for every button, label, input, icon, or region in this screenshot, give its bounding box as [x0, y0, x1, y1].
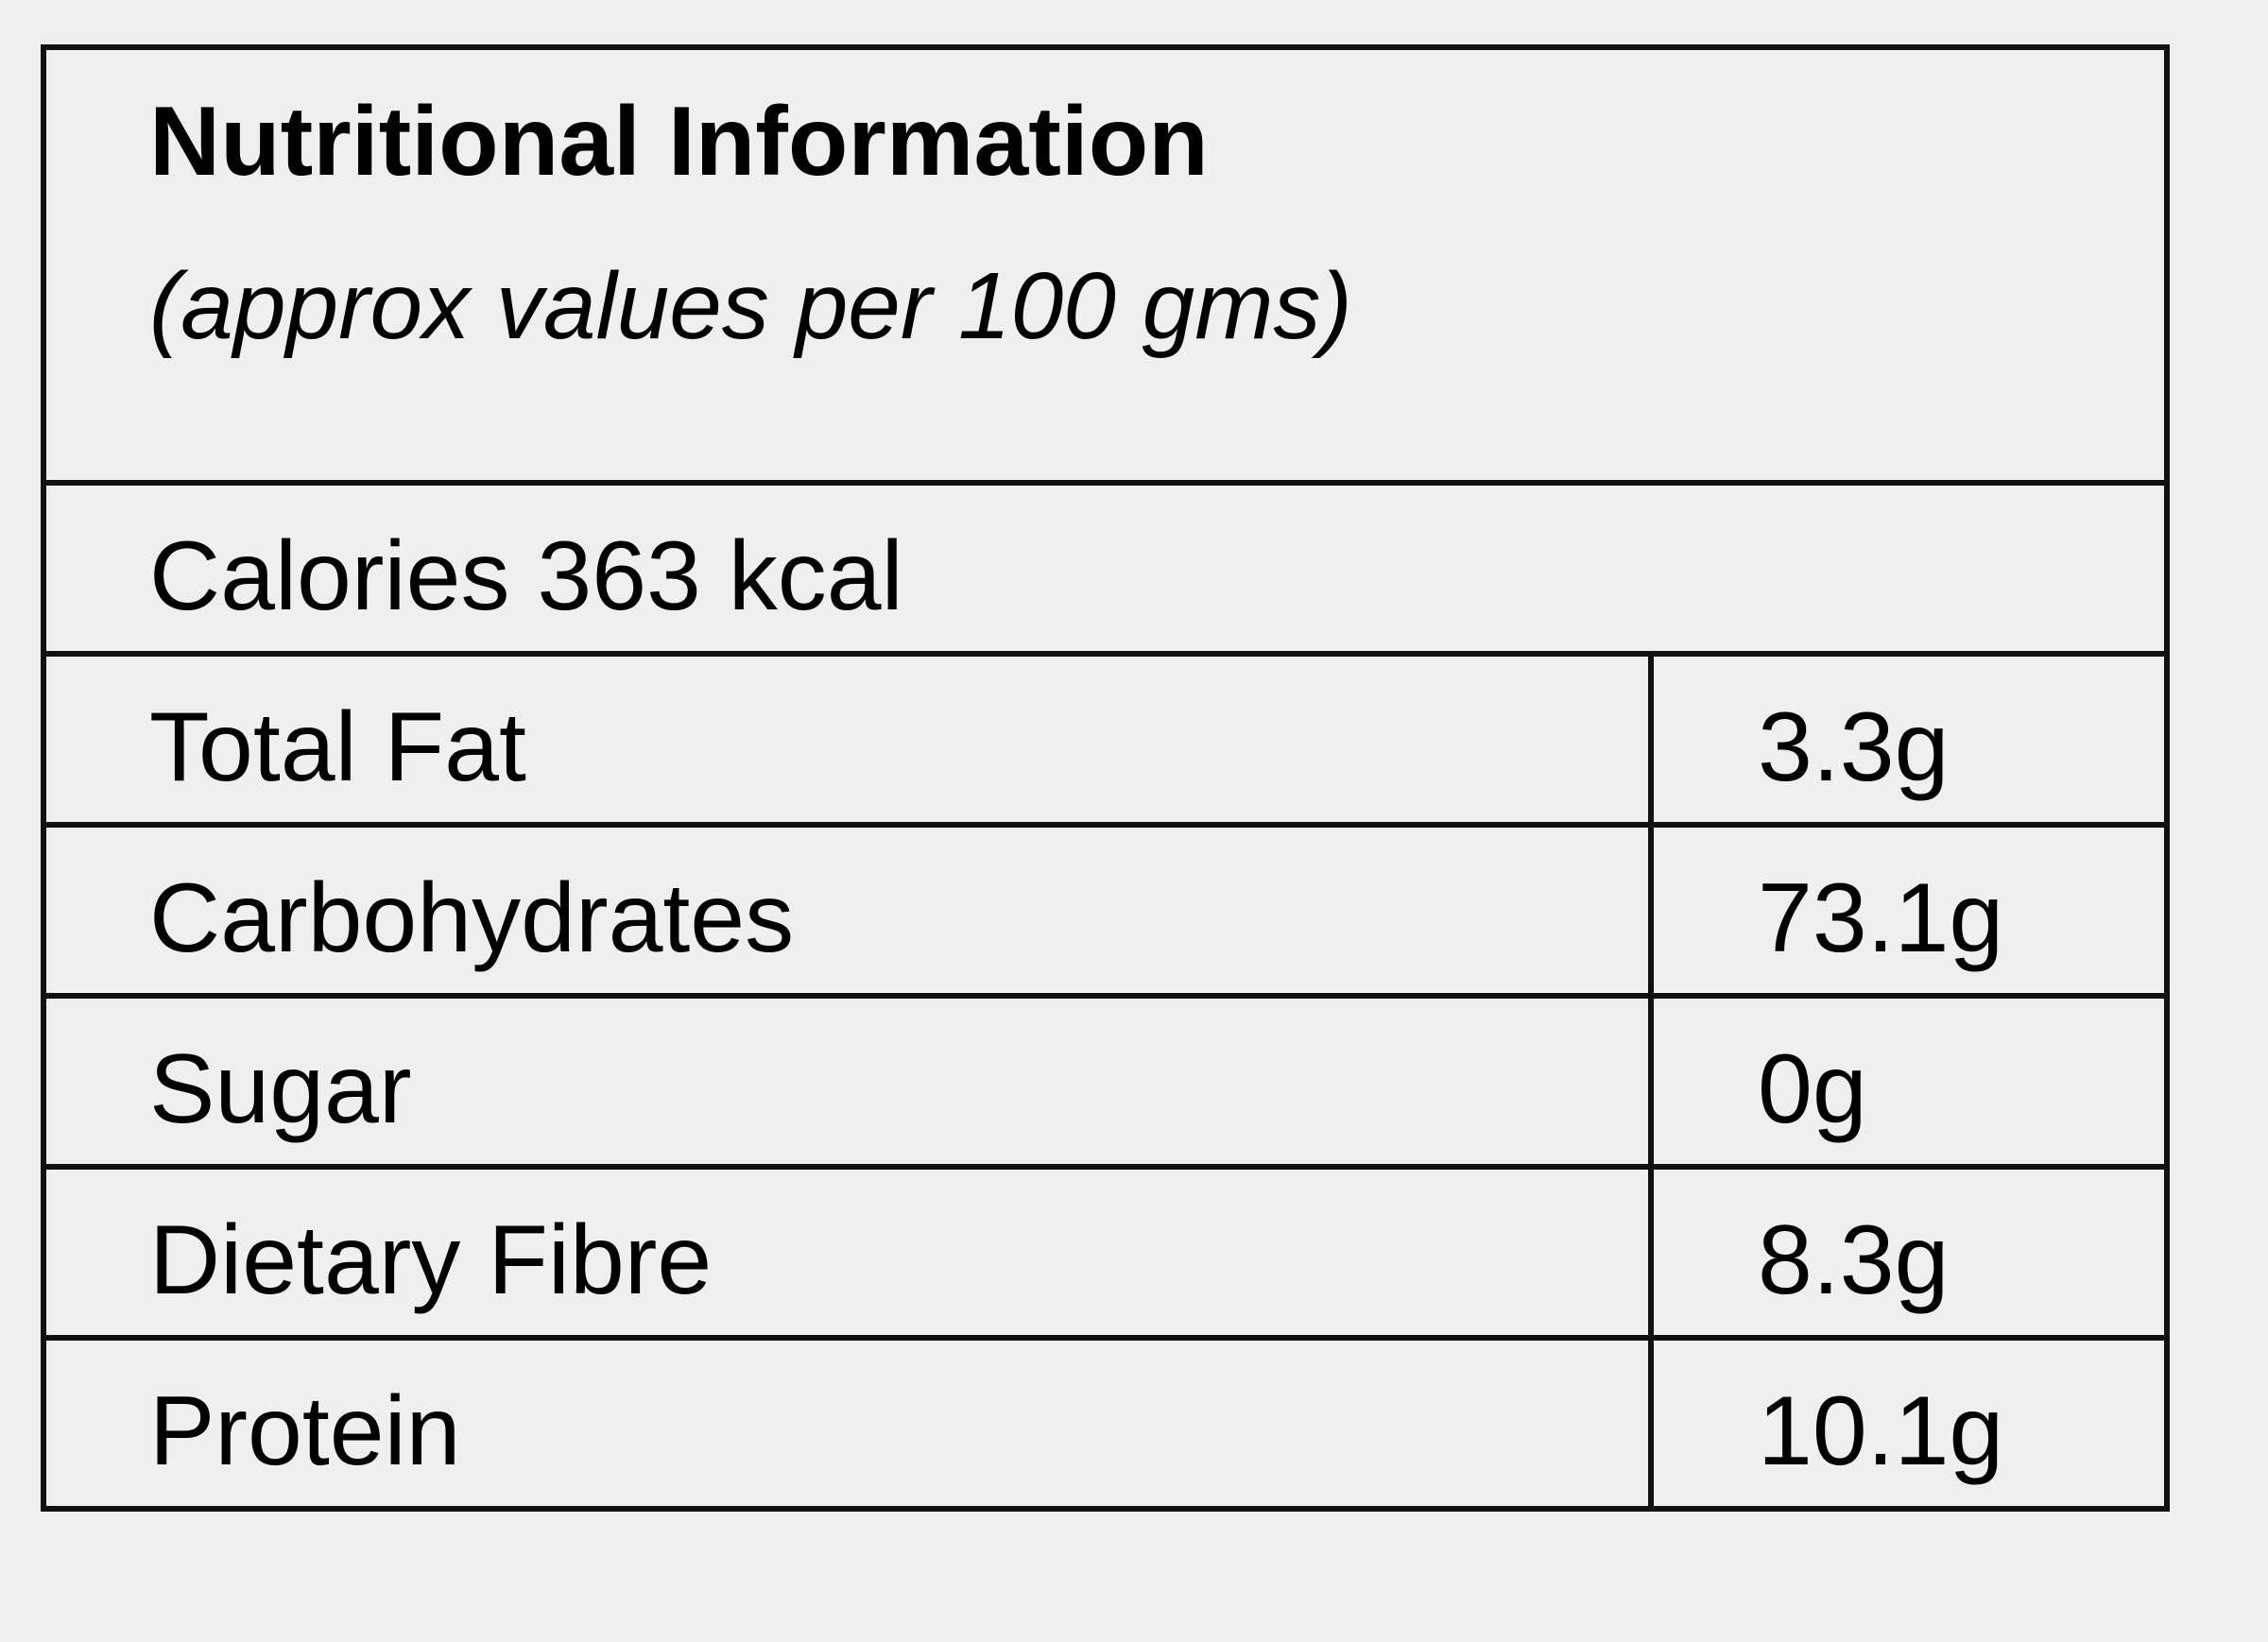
rows: Total Fat 3.3g Carbohydrates 73.1g Sugar 0g Di…	[43, 693, 2167, 1486]
nutrient-value: 73.1g	[1758, 864, 2003, 973]
nutrient-value: 10.1g	[1758, 1377, 2003, 1486]
table-border	[41, 44, 2170, 1512]
nutrient-value: 3.3g	[1758, 693, 1949, 802]
subtitle: (approx values per 100 gms)	[149, 253, 1352, 359]
calories: Calories 363 kcal	[149, 522, 903, 631]
nutrient-value: 8.3g	[1758, 1206, 1949, 1315]
nutrient-value: 0g	[1758, 1035, 1867, 1144]
title: Nutritional Information	[149, 87, 1209, 197]
nutrient-name: Protein	[149, 1377, 461, 1486]
nutrient-name: Total Fat	[149, 693, 526, 802]
nutrient-name: Sugar	[149, 1035, 412, 1144]
nutrient-name: Dietary Fibre	[149, 1206, 712, 1315]
nutrient-name: Carbohydrates	[149, 864, 794, 973]
